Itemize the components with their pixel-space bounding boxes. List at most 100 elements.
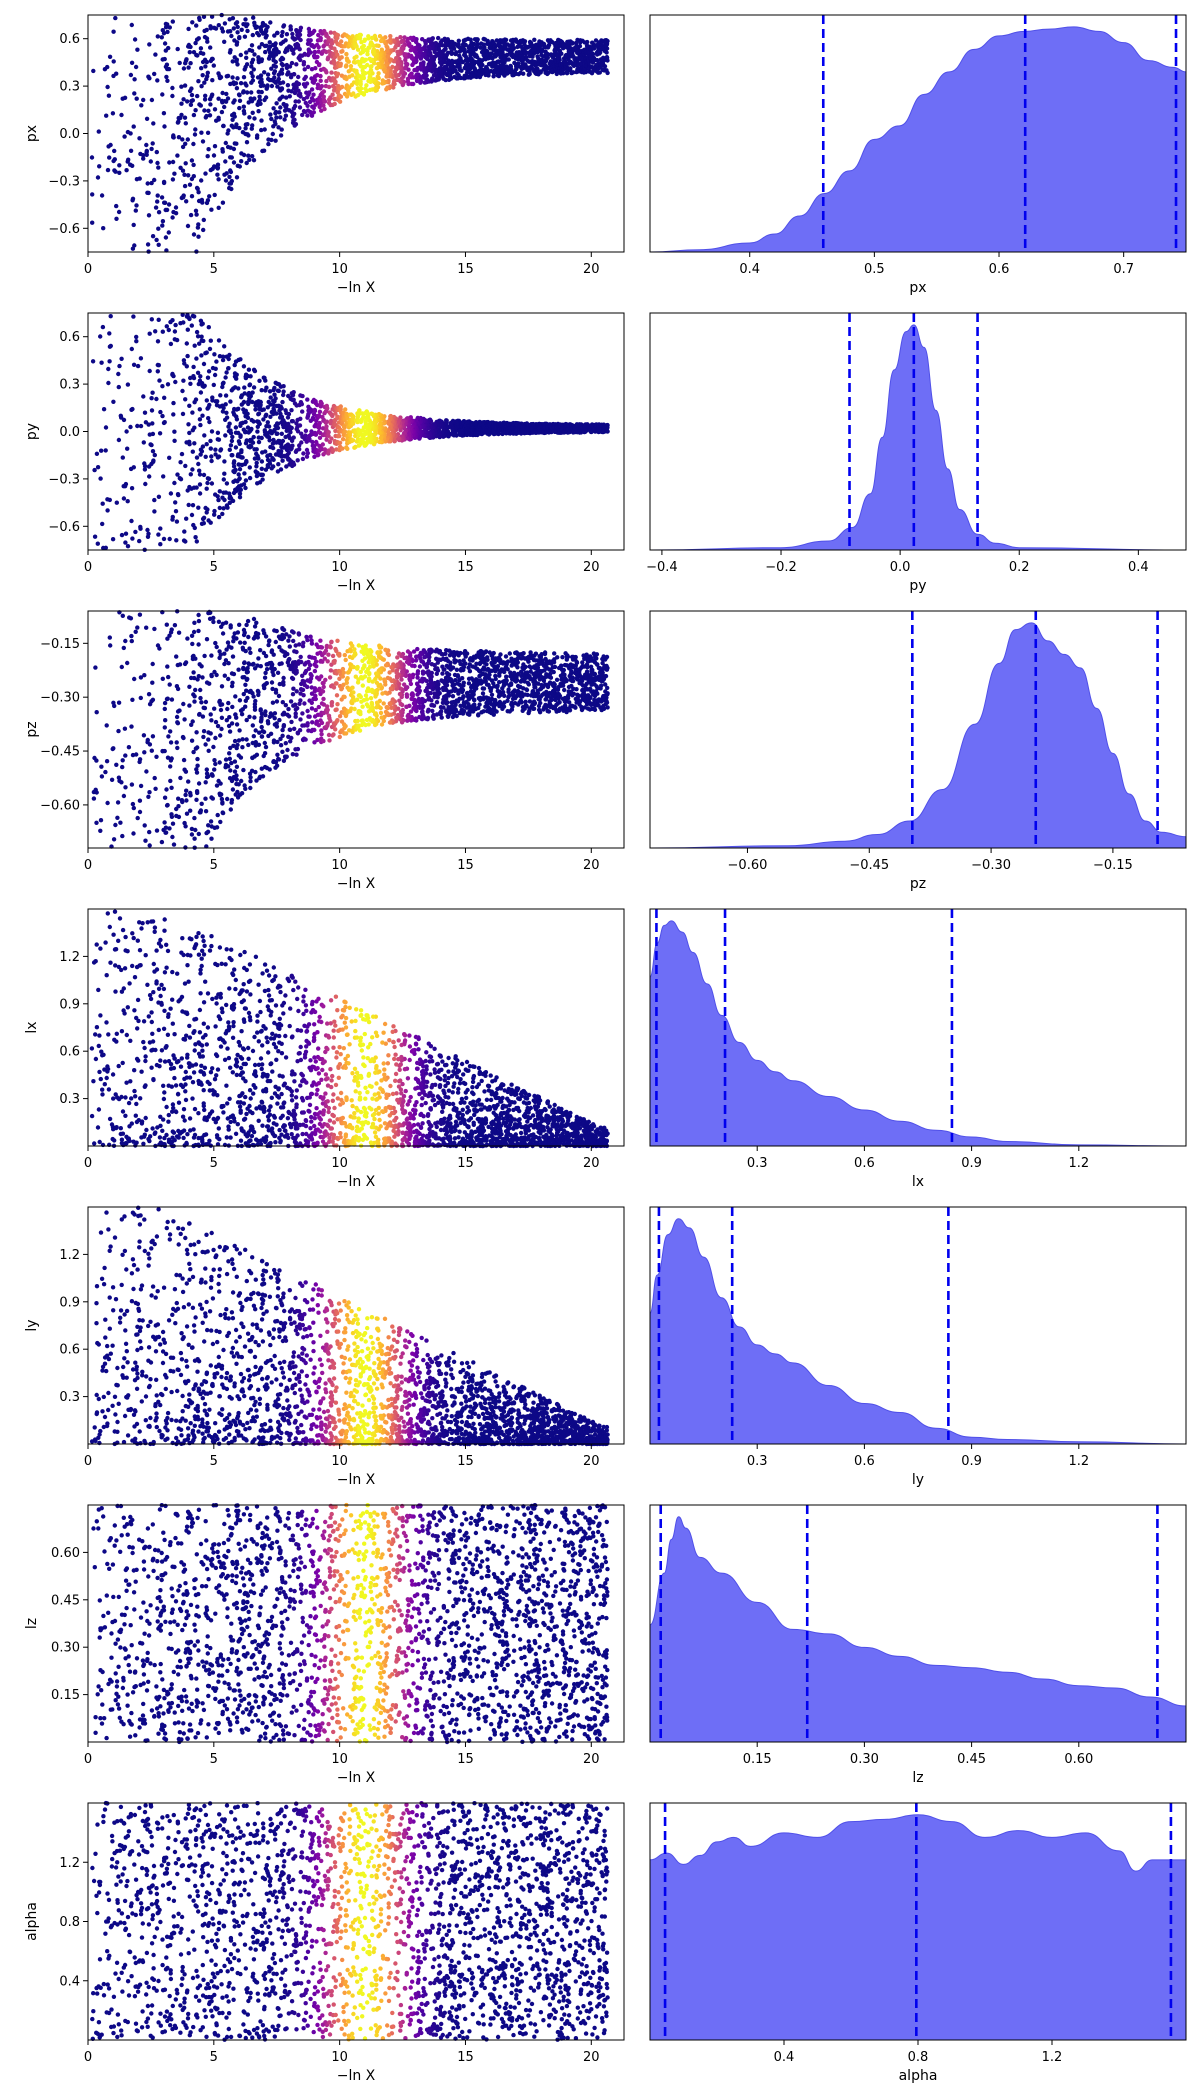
- scatter-point: [128, 72, 134, 78]
- scatter-point: [209, 454, 214, 459]
- scatter-point: [259, 89, 264, 95]
- trace-xtick-label: 0: [84, 262, 92, 277]
- scatter-point: [119, 112, 124, 118]
- scatter-point: [221, 477, 226, 482]
- scatter-point: [155, 160, 160, 166]
- scatter-point: [210, 92, 215, 97]
- scatter-point: [337, 433, 342, 439]
- scatter-point: [241, 104, 246, 109]
- scatter-point: [144, 142, 149, 148]
- scatter-point: [234, 372, 239, 377]
- scatter-point: [184, 57, 189, 62]
- scatter-point: [299, 402, 304, 407]
- scatter-point: [198, 422, 203, 428]
- scatter-point: [222, 459, 227, 464]
- scatter-point: [229, 178, 234, 184]
- scatter-point: [186, 502, 191, 508]
- kde-xtick-label: 0.5: [864, 262, 885, 277]
- scatter-point: [359, 86, 364, 91]
- scatter-point: [594, 50, 600, 55]
- scatter-point: [92, 534, 98, 539]
- scatter-point: [366, 34, 371, 39]
- scatter-point: [245, 415, 251, 420]
- scatter-point: [239, 159, 244, 164]
- scatter-point: [189, 86, 194, 91]
- scatter-point: [145, 242, 151, 247]
- scatter-point: [150, 234, 156, 239]
- scatter-point: [178, 477, 184, 482]
- scatter-point: [160, 329, 165, 334]
- scatter-point: [228, 399, 233, 404]
- scatter-point: [228, 169, 234, 175]
- scatter-point: [229, 33, 234, 39]
- scatter-point: [168, 491, 174, 496]
- scatter-point: [214, 359, 219, 364]
- scatter-point: [98, 334, 103, 339]
- scatter-point: [95, 175, 101, 180]
- scatter-point: [143, 481, 148, 487]
- scatter-point: [371, 50, 376, 55]
- scatter-point: [184, 341, 189, 346]
- scatter-point: [201, 338, 206, 344]
- scatter-point: [363, 71, 368, 76]
- scatter-point: [173, 500, 178, 505]
- scatter-point: [388, 34, 393, 39]
- scatter-point: [243, 17, 248, 22]
- scatter-point: [547, 61, 552, 66]
- scatter-point: [222, 21, 228, 26]
- scatter-point: [235, 24, 240, 30]
- scatter-point: [208, 438, 213, 444]
- scatter-point: [137, 136, 142, 141]
- scatter-point: [252, 116, 257, 121]
- scatter-point: [199, 353, 204, 358]
- scatter-point: [155, 193, 160, 198]
- scatter-point: [129, 60, 135, 65]
- scatter-point: [187, 403, 192, 408]
- scatter-point: [224, 171, 229, 176]
- scatter-point: [107, 497, 113, 503]
- scatter-point: [281, 384, 286, 389]
- scatter-point: [343, 407, 348, 412]
- scatter-point: [264, 412, 269, 417]
- scatter-point: [193, 397, 199, 402]
- scatter-point: [305, 450, 310, 456]
- scatter-point: [266, 141, 271, 147]
- scatter-point: [285, 83, 291, 88]
- scatter-point: [259, 459, 265, 464]
- scatter-point: [149, 146, 154, 152]
- scatter-point: [128, 131, 133, 136]
- scatter-point: [236, 386, 241, 391]
- scatter-point: [90, 220, 95, 225]
- scatter-point: [254, 460, 259, 466]
- scatter-point: [160, 384, 165, 389]
- scatter-point: [344, 51, 349, 57]
- scatter-point: [227, 447, 232, 452]
- scatter-point: [197, 472, 203, 477]
- scatter-point: [181, 193, 186, 198]
- scatter-point: [279, 71, 285, 76]
- scatter-point: [208, 446, 213, 451]
- scatter-point: [197, 482, 203, 487]
- scatter-point: [526, 72, 531, 77]
- scatter-point: [147, 42, 152, 47]
- scatter-point: [196, 505, 201, 510]
- scatter-point: [262, 70, 267, 75]
- scatter-point: [187, 50, 192, 55]
- scatter-point: [122, 134, 127, 139]
- scatter-point: [132, 243, 137, 248]
- scatter-point: [212, 372, 218, 378]
- scatter-point: [289, 408, 294, 413]
- scatter-point: [216, 23, 221, 28]
- scatter-point: [363, 419, 368, 425]
- scatter-point: [157, 431, 163, 436]
- scatter-point: [162, 395, 167, 400]
- scatter-point: [278, 115, 283, 120]
- scatter-point: [291, 390, 296, 395]
- scatter-point: [215, 172, 220, 177]
- scatter-point: [244, 62, 250, 67]
- scatter-point: [187, 442, 192, 447]
- scatter-point: [273, 138, 278, 143]
- scatter-point: [242, 34, 248, 39]
- scatter-point: [268, 112, 273, 117]
- scatter-point: [279, 449, 284, 454]
